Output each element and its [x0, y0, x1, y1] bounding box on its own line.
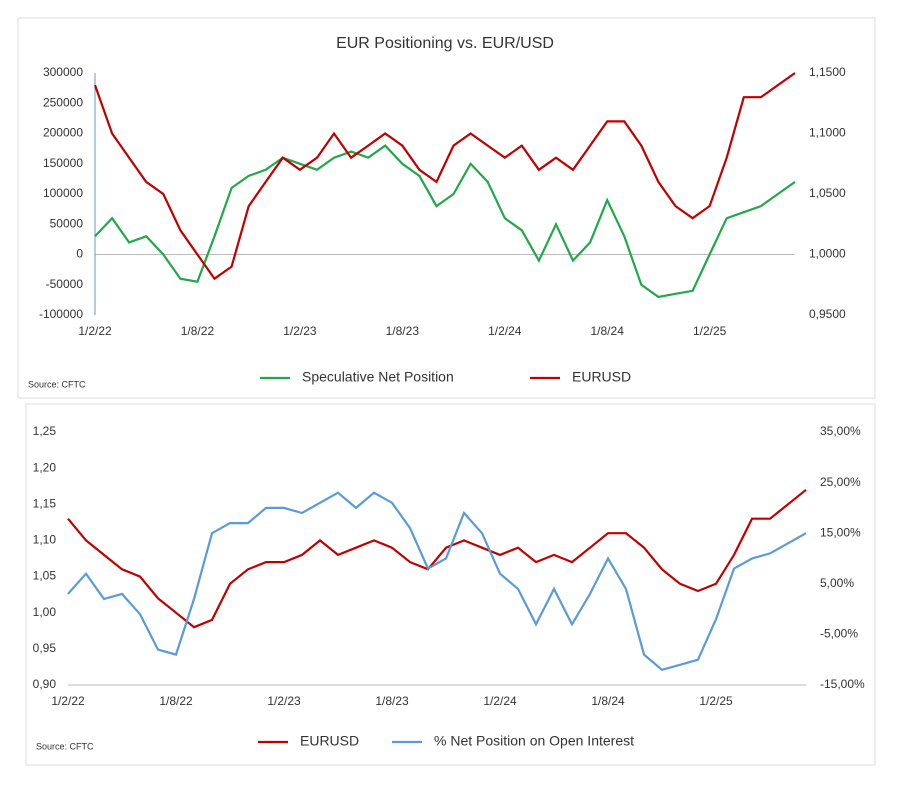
y-tick-label: 1,10: [33, 533, 57, 547]
legend-label: % Net Position on Open Interest: [434, 733, 634, 749]
legend-label: EURUSD: [572, 369, 631, 385]
x-tick-label: 1/2/23: [283, 324, 317, 338]
y-tick-label: -100000: [39, 307, 83, 321]
series-line: [94, 144, 796, 299]
source-note: Source: CFTC: [28, 379, 86, 389]
x-tick-label: 1/8/22: [159, 694, 193, 708]
y-tick-label: 1,20: [33, 460, 57, 474]
y2-tick-label: -5,00%: [820, 627, 858, 641]
y2-tick-label: 1,0500: [809, 186, 846, 200]
y2-tick-label: -15,00%: [820, 677, 865, 691]
x-tick-label: 1/2/25: [693, 324, 727, 338]
y2-tick-label: 0,9500: [809, 307, 846, 321]
x-tick-label: 1/2/25: [699, 694, 733, 708]
y-tick-label: 1,25: [33, 424, 57, 438]
y2-tick-label: 5,00%: [820, 576, 854, 590]
y-tick-label: 0,95: [33, 641, 57, 655]
x-tick-label: 1/8/23: [386, 324, 420, 338]
x-tick-label: 1/2/22: [51, 694, 85, 708]
y-tick-label: 200000: [43, 126, 83, 140]
x-tick-label: 1/2/22: [78, 324, 112, 338]
y2-tick-label: 35,00%: [820, 424, 861, 438]
legend-label: Speculative Net Position: [302, 369, 454, 385]
y2-tick-label: 1,1000: [809, 126, 846, 140]
y-tick-label: 150000: [43, 156, 83, 170]
y2-tick-label: 1,0000: [809, 247, 846, 261]
y-tick-label: 100000: [43, 186, 83, 200]
y-tick-label: 1,05: [33, 569, 57, 583]
y2-tick-label: 15,00%: [820, 525, 861, 539]
y-tick-label: 0,90: [33, 677, 57, 691]
legend-label: EURUSD: [300, 733, 359, 749]
y-tick-label: 250000: [43, 95, 83, 109]
panel-top: [17, 17, 876, 399]
x-tick-label: 1/8/22: [181, 324, 215, 338]
y-tick-label: 0: [76, 247, 83, 261]
x-tick-label: 1/8/23: [375, 694, 409, 708]
y-tick-label: 1,15: [33, 496, 57, 510]
y2-tick-label: 25,00%: [820, 475, 861, 489]
series-line: [93, 72, 796, 281]
y2-tick-label: 1,1500: [809, 65, 846, 79]
panel-bottom: [25, 403, 876, 766]
y-tick-label: -50000: [46, 277, 84, 291]
x-tick-label: 1/2/24: [483, 694, 517, 708]
chart-title: EUR Positioning vs. EUR/USD: [336, 35, 554, 52]
x-tick-label: 1/2/24: [488, 324, 522, 338]
x-tick-label: 1/2/23: [267, 694, 301, 708]
series-line: [67, 491, 807, 672]
y-tick-label: 300000: [43, 65, 83, 79]
y-tick-label: 50000: [50, 216, 84, 230]
series-line: [67, 488, 807, 629]
source-note: Source: CFTC: [36, 741, 94, 751]
x-tick-label: 1/8/24: [591, 324, 625, 338]
y-tick-label: 1,00: [33, 605, 57, 619]
x-tick-label: 1/8/24: [591, 694, 625, 708]
